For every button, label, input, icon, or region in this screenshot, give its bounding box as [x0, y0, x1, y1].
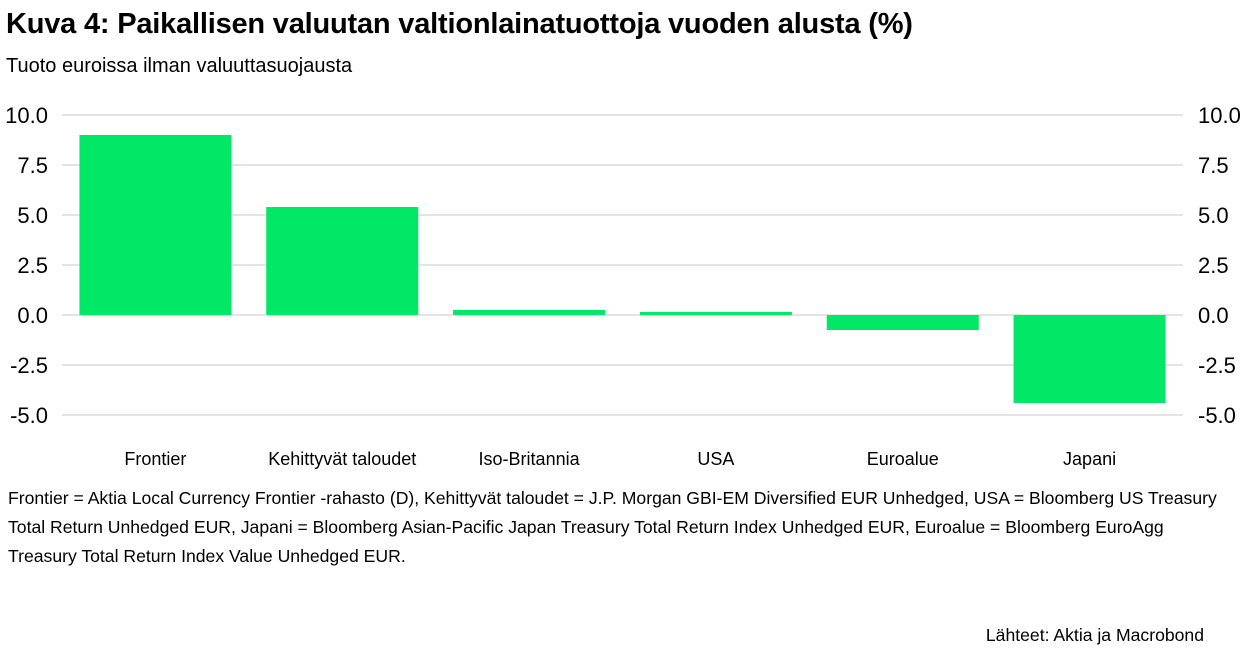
- x-axis-labels: Frontier Kehittyvät taloudet Iso-Britannia…: [124, 449, 1116, 469]
- y-tick-label-left: 10.0: [5, 103, 48, 128]
- y-tick-label-right: 2.5: [1198, 253, 1229, 278]
- footnote: Frontier = Aktia Local Currency Frontier…: [8, 488, 1217, 566]
- x-tick-label: Euroalue: [867, 449, 939, 469]
- y-axis-left: 10.0 7.5 5.0 2.5 0.0 -2.5 -5.0: [5, 103, 48, 428]
- y-tick-label-right: 0.0: [1198, 303, 1229, 328]
- x-tick-label: USA: [697, 449, 734, 469]
- bar-kehittyv-t-taloudet: [266, 207, 419, 315]
- y-tick-label-left: -5.0: [10, 403, 48, 428]
- y-tick-label-right: -2.5: [1198, 353, 1236, 378]
- bar-usa: [639, 312, 792, 315]
- y-tick-label-right: -5.0: [1198, 403, 1236, 428]
- chart-subtitle: Tuoto euroissa ilman valuuttasuojausta: [6, 55, 353, 77]
- bar-euroalue: [826, 315, 979, 330]
- y-tick-label-left: 5.0: [17, 203, 48, 228]
- y-tick-label-right: 7.5: [1198, 153, 1229, 178]
- y-tick-label-right: 10.0: [1198, 103, 1241, 128]
- bar-iso-britannia: [453, 310, 606, 315]
- y-tick-label-left: 7.5: [17, 153, 48, 178]
- bar-chart: 10.0 7.5 5.0 2.5 0.0 -2.5 -5.0 10.0 7.5 5.0 2.5 0.…: [5, 103, 1241, 469]
- y-tick-label-left: 0.0: [17, 303, 48, 328]
- x-tick-label: Frontier: [124, 449, 186, 469]
- y-tick-label-right: 5.0: [1198, 203, 1229, 228]
- x-tick-label: Kehittyvät taloudet: [268, 449, 416, 469]
- y-axis-right: 10.0 7.5 5.0 2.5 0.0 -2.5 -5.0: [1198, 103, 1241, 428]
- gridlines: [62, 114, 1183, 416]
- x-tick-label: Japani: [1063, 449, 1116, 469]
- x-tick-label: Iso-Britannia: [479, 449, 581, 469]
- bar-japani: [1013, 315, 1166, 403]
- source-note: Lähteet: Aktia ja Macrobond: [985, 625, 1204, 645]
- y-tick-label-left: 2.5: [17, 253, 48, 278]
- y-tick-label-left: -2.5: [10, 353, 48, 378]
- bar-frontier: [79, 135, 232, 315]
- bars: [79, 135, 1166, 403]
- chart-title: Kuva 4: Paikallisen valuutan valtionlain…: [6, 8, 913, 40]
